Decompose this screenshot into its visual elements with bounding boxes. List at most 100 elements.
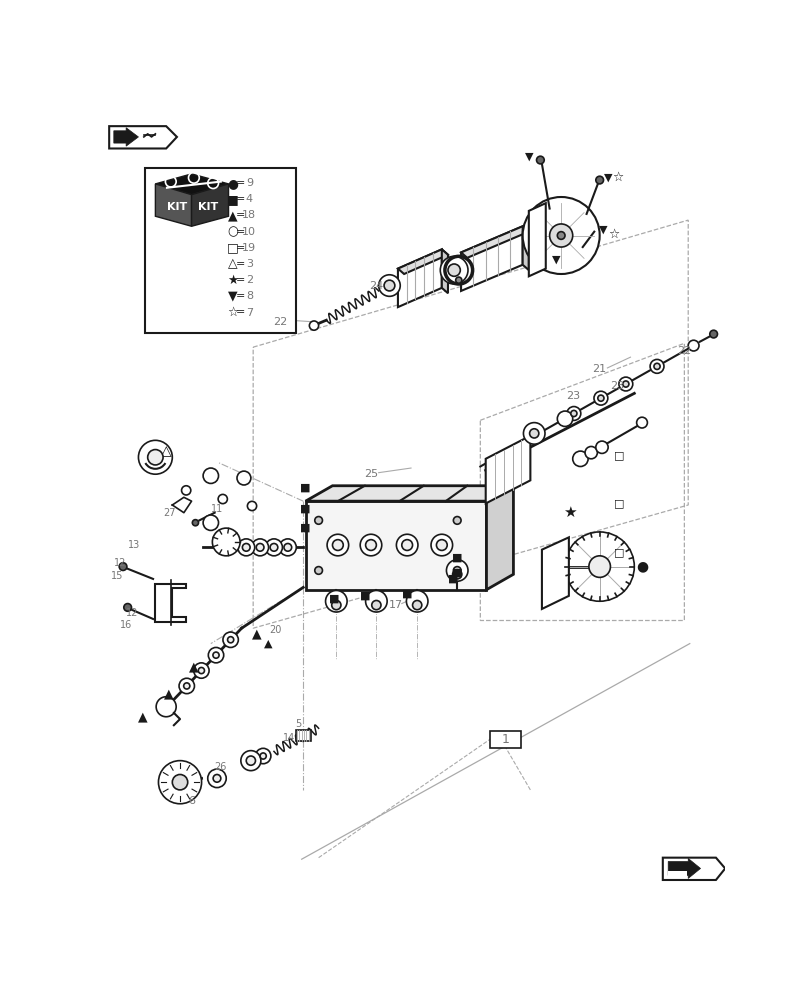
Circle shape xyxy=(332,540,343,550)
Circle shape xyxy=(172,774,187,790)
Circle shape xyxy=(192,520,199,526)
Text: KIT: KIT xyxy=(166,202,187,212)
Circle shape xyxy=(365,590,387,612)
Text: 20: 20 xyxy=(269,625,282,635)
Text: ▲: ▲ xyxy=(189,660,199,673)
Text: 12: 12 xyxy=(126,608,138,618)
Circle shape xyxy=(447,560,468,581)
Text: =: = xyxy=(236,291,246,301)
Text: 2: 2 xyxy=(246,275,253,285)
Circle shape xyxy=(270,544,278,551)
Text: ▲: ▲ xyxy=(252,628,262,641)
Text: KIT: KIT xyxy=(198,202,218,212)
Circle shape xyxy=(241,751,261,771)
Text: ▼: ▼ xyxy=(525,151,534,161)
Polygon shape xyxy=(668,858,701,878)
Text: 8: 8 xyxy=(246,291,253,301)
Text: 23: 23 xyxy=(610,381,625,391)
Circle shape xyxy=(246,756,255,765)
Circle shape xyxy=(332,600,341,610)
Polygon shape xyxy=(663,858,726,880)
Circle shape xyxy=(595,176,604,184)
Circle shape xyxy=(266,539,283,556)
Circle shape xyxy=(688,340,699,351)
Text: ■: ■ xyxy=(226,193,238,206)
Text: =: = xyxy=(236,275,246,285)
Circle shape xyxy=(255,748,271,764)
Bar xyxy=(145,168,296,333)
Text: =: = xyxy=(236,243,246,253)
Text: ■: ■ xyxy=(402,589,412,599)
Circle shape xyxy=(148,450,163,465)
Circle shape xyxy=(585,446,597,459)
Circle shape xyxy=(397,534,418,556)
Circle shape xyxy=(413,600,422,610)
Text: 26: 26 xyxy=(214,762,226,772)
Circle shape xyxy=(256,544,264,551)
Text: ☆: ☆ xyxy=(608,227,619,240)
Circle shape xyxy=(203,515,218,530)
Circle shape xyxy=(379,275,400,296)
Circle shape xyxy=(183,683,190,689)
Text: ■: ■ xyxy=(300,523,310,533)
Circle shape xyxy=(440,256,468,284)
Circle shape xyxy=(251,539,268,556)
Text: ▼: ▼ xyxy=(600,224,608,234)
Circle shape xyxy=(595,441,608,453)
Text: 4: 4 xyxy=(246,194,253,204)
Bar xyxy=(296,730,311,741)
Circle shape xyxy=(619,377,633,391)
Circle shape xyxy=(156,697,176,717)
Circle shape xyxy=(213,774,221,782)
Circle shape xyxy=(280,539,297,556)
Polygon shape xyxy=(398,249,448,274)
Text: 27: 27 xyxy=(163,508,175,518)
Text: 18: 18 xyxy=(242,210,256,220)
Circle shape xyxy=(194,663,209,678)
Circle shape xyxy=(315,517,322,524)
Circle shape xyxy=(213,652,219,658)
Circle shape xyxy=(247,501,257,511)
Polygon shape xyxy=(486,436,530,503)
Circle shape xyxy=(260,753,267,759)
Text: □: □ xyxy=(226,241,238,254)
Polygon shape xyxy=(668,871,687,878)
Circle shape xyxy=(589,556,611,577)
Circle shape xyxy=(223,632,238,647)
Text: 22: 22 xyxy=(273,317,288,327)
Text: 17: 17 xyxy=(389,600,402,610)
Circle shape xyxy=(406,590,428,612)
Text: 23: 23 xyxy=(566,391,580,401)
Circle shape xyxy=(598,395,604,401)
Text: =: = xyxy=(236,227,246,237)
Text: ▼: ▼ xyxy=(228,290,238,303)
Text: □: □ xyxy=(613,450,624,460)
Circle shape xyxy=(453,567,461,574)
Text: 16: 16 xyxy=(120,620,133,630)
Text: ▲: ▲ xyxy=(138,710,148,723)
Text: △: △ xyxy=(161,444,171,458)
Circle shape xyxy=(637,417,647,428)
Text: 3: 3 xyxy=(246,259,253,269)
Text: =: = xyxy=(236,210,246,220)
Text: ●: ● xyxy=(227,177,238,190)
Circle shape xyxy=(524,423,545,444)
Polygon shape xyxy=(523,226,528,270)
Text: 19: 19 xyxy=(242,243,256,253)
Text: =: = xyxy=(236,259,246,269)
Polygon shape xyxy=(442,249,448,293)
Text: ★: ★ xyxy=(227,274,238,287)
Circle shape xyxy=(365,540,377,550)
Text: ▼: ▼ xyxy=(552,255,560,265)
Polygon shape xyxy=(542,537,569,609)
Circle shape xyxy=(208,647,224,663)
Polygon shape xyxy=(155,174,229,195)
Circle shape xyxy=(360,534,381,556)
Text: =: = xyxy=(236,194,246,204)
Text: 9: 9 xyxy=(246,178,253,188)
Circle shape xyxy=(182,486,191,495)
Polygon shape xyxy=(305,486,513,501)
Polygon shape xyxy=(398,249,442,307)
Text: ■: ■ xyxy=(448,573,459,583)
Bar xyxy=(490,731,521,748)
